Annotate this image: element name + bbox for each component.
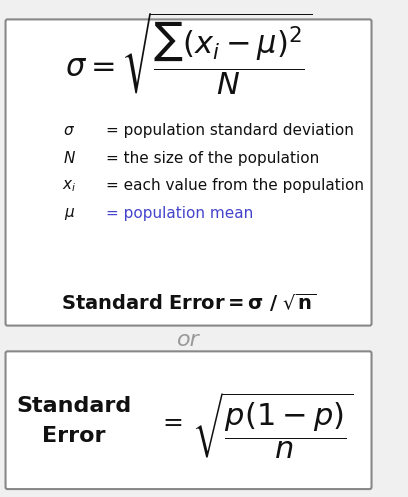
Text: = each value from the population: = each value from the population — [106, 178, 364, 193]
Text: $N$: $N$ — [63, 150, 76, 166]
Text: $\mathbf{Standard\ Error = \sigma\ /\ \sqrt{n}}$: $\mathbf{Standard\ Error = \sigma\ /\ \s… — [61, 292, 316, 314]
Text: $\sigma = \sqrt{\dfrac{\sum(x_i - \mu)^2}{N}}$: $\sigma = \sqrt{\dfrac{\sum(x_i - \mu)^2… — [65, 11, 313, 97]
Text: $\sigma$: $\sigma$ — [63, 123, 75, 138]
FancyBboxPatch shape — [6, 19, 372, 326]
Text: $\mu$: $\mu$ — [64, 206, 75, 222]
Text: = population mean: = population mean — [106, 206, 253, 221]
Text: = the size of the population: = the size of the population — [106, 151, 319, 166]
Text: = population standard deviation: = population standard deviation — [106, 123, 354, 138]
Text: $x_i$: $x_i$ — [62, 178, 76, 194]
FancyBboxPatch shape — [6, 351, 372, 489]
Text: $\sqrt{\dfrac{p(1-p)}{n}}$: $\sqrt{\dfrac{p(1-p)}{n}}$ — [192, 391, 354, 461]
Text: $=$: $=$ — [158, 409, 184, 433]
Text: or: or — [177, 331, 200, 350]
Text: Standard
Error: Standard Error — [16, 396, 131, 445]
